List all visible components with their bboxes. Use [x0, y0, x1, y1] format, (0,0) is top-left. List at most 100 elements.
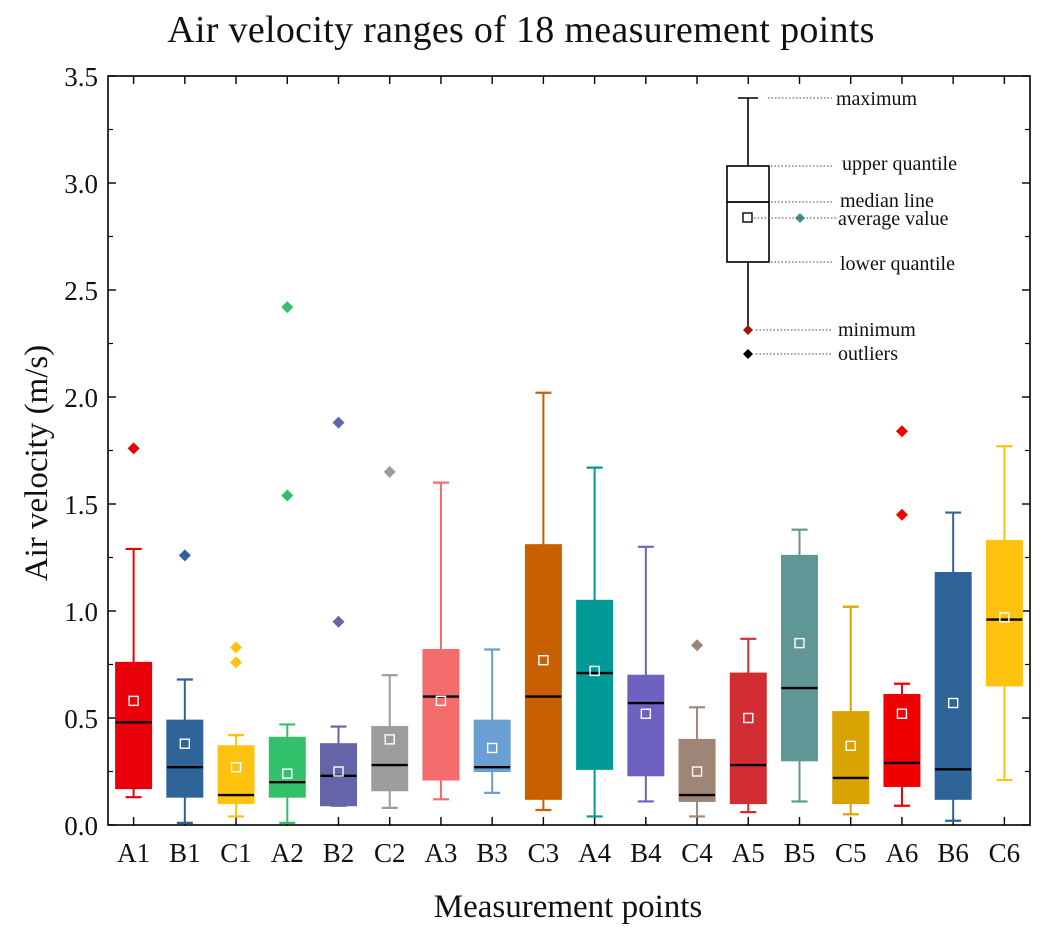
box-iqr — [883, 693, 921, 787]
box-a3 — [422, 481, 460, 801]
outlier-point — [230, 656, 243, 669]
box-b1 — [166, 549, 204, 824]
box-b3 — [473, 648, 511, 795]
mean-marker — [333, 766, 344, 777]
chart-title: Air velocity ranges of 18 measurement po… — [167, 9, 875, 51]
box-iqr — [627, 674, 665, 777]
mean-marker — [538, 655, 549, 666]
box-b5 — [781, 528, 818, 803]
y-axis-label: Air velocity (m/s) — [19, 345, 55, 581]
mean-marker — [640, 708, 652, 719]
mean-marker — [691, 766, 703, 777]
x-tick-label: C6 — [989, 838, 1021, 868]
box-a2 — [268, 301, 306, 824]
x-tick-label: C5 — [835, 838, 867, 868]
legend-label-minimum: minimum — [838, 319, 916, 341]
legend-label-upper-quantile: upper quantile — [842, 153, 957, 175]
legend-label-maximum: maximum — [836, 88, 918, 110]
legend: maximum upper quantile median lineaverage … — [726, 88, 957, 365]
x-tick-label: A6 — [885, 838, 918, 868]
mean-marker — [743, 712, 754, 724]
mean-marker — [230, 762, 242, 773]
x-tick-label: C2 — [374, 838, 406, 868]
box-b4 — [627, 545, 665, 803]
outlier-point — [127, 442, 140, 455]
outlier-point — [281, 489, 294, 502]
x-tick-label: A5 — [732, 838, 765, 868]
outlier-point — [230, 641, 243, 654]
outlier-point — [895, 425, 908, 438]
box-b2 — [320, 416, 357, 807]
outlier-point — [691, 639, 704, 652]
x-tick-label: C1 — [220, 838, 252, 868]
outlier-point — [332, 615, 345, 628]
x-tick-label: B5 — [784, 838, 816, 868]
y-tick-label: 3.5 — [64, 62, 98, 92]
box-iqr — [678, 738, 716, 802]
y-tick-label: 1.0 — [64, 597, 98, 627]
x-tick-label: A2 — [271, 838, 304, 868]
mean-marker — [384, 734, 395, 745]
box-iqr — [115, 661, 153, 790]
outlier-point — [895, 508, 908, 521]
y-tick-label: 2.5 — [64, 276, 98, 306]
x-tick-label: B4 — [630, 838, 662, 868]
x-tick-label: B3 — [476, 838, 508, 868]
x-tick-label: B2 — [323, 838, 355, 868]
outlier-point — [281, 301, 294, 314]
box-a4 — [576, 466, 614, 818]
box-iqr — [576, 599, 614, 770]
mean-marker — [128, 695, 139, 707]
legend-label-outliers: outliers — [838, 343, 898, 365]
x-tick-label: A3 — [424, 838, 457, 868]
box-b6 — [934, 511, 972, 822]
mean-marker — [845, 740, 856, 752]
outlier-point — [332, 416, 345, 429]
box-a1 — [115, 442, 153, 799]
box-iqr — [422, 649, 460, 781]
legend-label-median-line: median line — [840, 190, 934, 212]
box-iqr — [832, 711, 870, 805]
box-iqr — [729, 672, 767, 805]
mean-marker — [179, 738, 191, 749]
mean-marker — [486, 742, 498, 754]
legend-outlier-marker — [743, 349, 753, 359]
legend-label-lower-quantile: lower quantile — [840, 253, 955, 275]
x-tick-label: B1 — [169, 838, 201, 868]
mean-marker — [282, 768, 293, 779]
box-c2 — [371, 465, 409, 809]
x-tick-label: A1 — [117, 838, 150, 868]
mean-marker — [896, 708, 908, 719]
box-iqr — [524, 544, 562, 800]
box-c6 — [985, 445, 1023, 782]
box-iqr — [473, 719, 511, 773]
box-iqr — [781, 554, 818, 762]
y-tick-label: 1.5 — [64, 490, 98, 520]
box-a5 — [729, 637, 767, 814]
mean-marker — [589, 665, 600, 677]
legend-label-average-value: average value — [838, 208, 949, 230]
box-c3 — [524, 391, 562, 812]
legend-minimum-marker — [743, 325, 753, 335]
box-plots — [115, 301, 1023, 824]
box-iqr — [934, 571, 972, 800]
y-tick-label: 0.0 — [64, 811, 98, 841]
box-c4 — [678, 639, 716, 818]
box-iqr — [268, 736, 306, 798]
box-iqr — [166, 719, 204, 798]
y-tick-label: 0.5 — [64, 704, 98, 734]
legend-mean-square — [742, 212, 753, 223]
y-tick-label: 3.0 — [64, 169, 98, 199]
box-c5 — [832, 605, 870, 816]
outlier-point — [383, 465, 396, 478]
x-tick-label: C4 — [681, 838, 713, 868]
x-tick-label: B6 — [937, 838, 969, 868]
box-iqr — [371, 726, 409, 792]
x-tick-label: A4 — [578, 838, 611, 868]
mean-marker — [999, 612, 1010, 623]
x-axis-label: Measurement points — [434, 889, 703, 925]
box-a6 — [883, 425, 921, 807]
y-tick-label: 2.0 — [64, 383, 98, 413]
axes: 0.0 0.5 1.0 1.5 2.0 2.5 3.0 3.5 A1 B1 C1 A2 B2 C2 A3 B3… — [64, 62, 1031, 868]
